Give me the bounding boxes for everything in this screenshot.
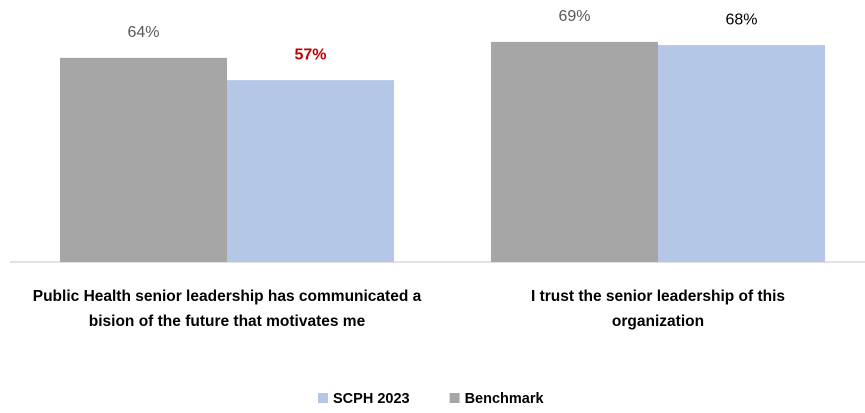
- data-label: 68%: [725, 11, 757, 28]
- bar: [60, 57, 227, 263]
- x-tick-label: I trust the senior leadership of this or…: [530, 288, 786, 330]
- data-label: 57%: [294, 46, 326, 63]
- data-label: 64%: [127, 24, 159, 41]
- legend-label: SCPH 2023: [333, 391, 410, 407]
- data-label: 69%: [558, 8, 590, 25]
- x-tick-label: Public Health senior leadership has comm…: [32, 288, 422, 330]
- legend-swatch: [449, 393, 460, 403]
- legend-swatch: [318, 393, 328, 403]
- bar: [658, 45, 825, 262]
- bar: [491, 41, 658, 262]
- bar: [227, 80, 394, 262]
- legend-label: Benchmark: [465, 391, 545, 407]
